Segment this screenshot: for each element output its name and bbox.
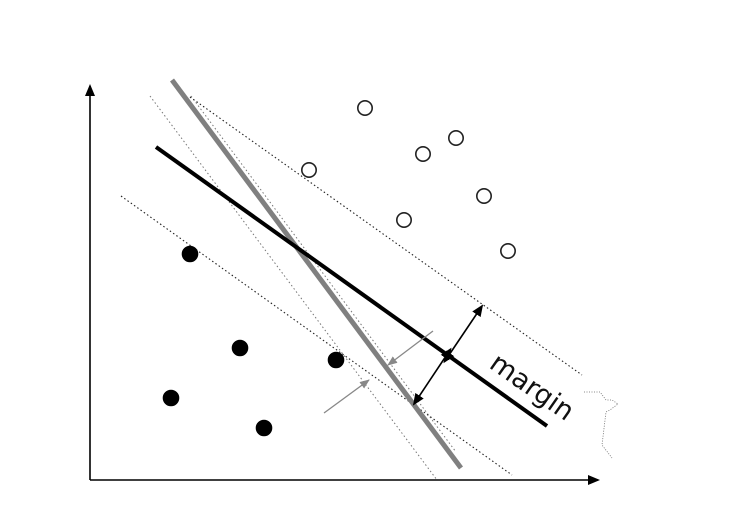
open-point (414, 146, 431, 163)
open-point (475, 188, 492, 205)
alt-margin-arrow-upper (387, 330, 434, 366)
margin-label-bracket (584, 391, 619, 459)
open-point (300, 162, 317, 179)
open-points (300, 100, 516, 260)
open-point (395, 212, 412, 229)
filled-point (255, 419, 273, 437)
alt-margin-arrow-lower (323, 379, 370, 414)
filled-point (327, 351, 345, 369)
margin-arrow-upper (443, 304, 484, 364)
filled-point (231, 339, 249, 357)
open-point (356, 100, 373, 117)
optimal-hyperplane (154, 145, 549, 428)
open-point (499, 243, 516, 260)
filled-point (162, 389, 180, 407)
alt-margin-boundary-right (190, 95, 457, 453)
open-point (447, 130, 464, 147)
margin-arrow-lower (412, 347, 452, 406)
alt-margin-boundary-left (149, 95, 438, 481)
alternative-hyperplane (169, 78, 464, 470)
margin-boundary-lower (120, 195, 513, 476)
margin-boundary-upper (189, 96, 583, 376)
filled-points (162, 245, 345, 437)
filled-point (181, 245, 199, 263)
